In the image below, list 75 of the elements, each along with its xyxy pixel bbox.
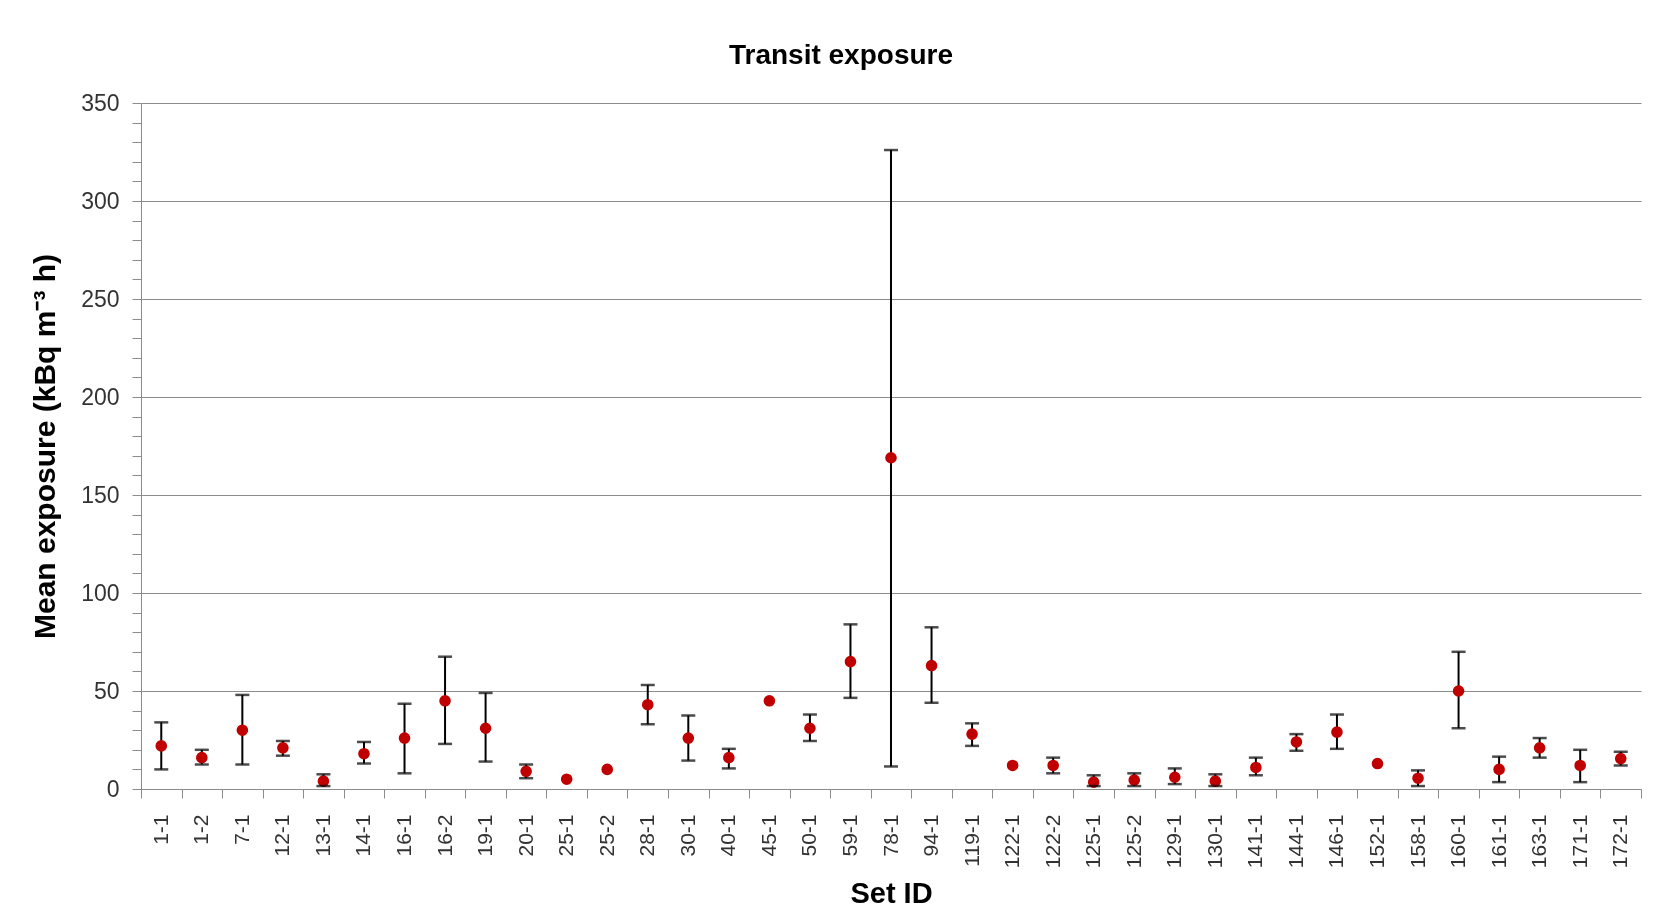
y-tick-label: 200 — [81, 383, 120, 410]
x-tick-label: 20-1 — [513, 814, 537, 857]
point — [1493, 763, 1505, 776]
x-tick-label: 158-1 — [1405, 814, 1429, 869]
point — [763, 695, 776, 707]
y-tick-label: 150 — [81, 481, 120, 508]
point — [804, 722, 816, 735]
x-tick-label: 25-2 — [594, 814, 618, 857]
x-tick-label: 129-1 — [1162, 814, 1186, 869]
x-tick-label: 59-1 — [837, 814, 861, 857]
point — [398, 732, 411, 744]
x-tick-label: 160-1 — [1446, 814, 1470, 869]
x-tick-label: 14-1 — [351, 814, 375, 857]
x-tick-label: 78-1 — [878, 814, 902, 857]
x-tick-label: 125-1 — [1081, 814, 1105, 869]
y-tick-label: 100 — [81, 579, 120, 606]
point — [844, 655, 857, 668]
point — [479, 722, 492, 735]
point — [236, 724, 249, 736]
x-tick-label: 141-1 — [1243, 814, 1267, 869]
point — [439, 695, 451, 707]
x-tick-label: 94-1 — [919, 814, 943, 857]
point — [966, 728, 978, 740]
x-tick-label: 12-1 — [270, 814, 294, 857]
point — [1452, 685, 1465, 697]
point — [885, 451, 897, 464]
x-tick-label: 25-1 — [554, 814, 578, 857]
x-tick-label: 152-1 — [1364, 814, 1388, 869]
point — [1331, 726, 1343, 738]
point — [1290, 736, 1303, 748]
point — [1006, 759, 1019, 772]
x-tick-label: 172-1 — [1608, 814, 1632, 869]
x-tick-label: 19-1 — [473, 814, 497, 857]
point — [601, 763, 614, 776]
x-tick-label: 40-1 — [716, 814, 740, 857]
x-tick-label: 125-2 — [1121, 814, 1145, 869]
point — [925, 659, 938, 672]
x-tick-label: 45-1 — [756, 814, 780, 857]
point — [682, 732, 695, 744]
point — [155, 740, 168, 752]
x-tick-label: 1-2 — [189, 814, 213, 845]
point — [641, 698, 654, 711]
y-tick-label: 250 — [81, 285, 120, 312]
point — [1250, 761, 1262, 774]
y-tick-label: 50 — [93, 677, 120, 704]
chart-title: Transit exposure — [728, 39, 954, 70]
x-tick-label: 16-1 — [392, 814, 416, 857]
x-tick-label: 13-1 — [310, 814, 334, 857]
x-axis-title: Set ID — [850, 877, 933, 910]
x-tick-label: 119-1 — [959, 814, 983, 867]
x-tick-label: 171-1 — [1567, 814, 1591, 869]
x-tick-label: 161-1 — [1486, 814, 1510, 869]
point — [1574, 759, 1586, 772]
y-tick-label: 0 — [106, 775, 120, 802]
x-tick-label: 50-1 — [797, 814, 821, 857]
point — [560, 773, 573, 785]
x-tick-label: 1-1 — [148, 814, 172, 845]
x-tick-label: 146-1 — [1324, 814, 1348, 869]
y-tick-label: 350 — [81, 89, 120, 116]
point — [723, 751, 735, 764]
x-tick-label: 122-2 — [1040, 814, 1064, 869]
x-tick-label: 144-1 — [1283, 814, 1307, 869]
point — [1371, 757, 1384, 770]
x-tick-label: 7-1 — [229, 814, 253, 845]
point — [358, 747, 370, 760]
point — [1168, 771, 1181, 784]
x-tick-label: 122-1 — [1000, 814, 1024, 869]
y-tick-label: 300 — [81, 187, 120, 214]
x-tick-label: 16-2 — [432, 814, 456, 857]
x-tick-label: 30-1 — [675, 814, 699, 857]
y-axis-title: Mean exposure (kBq m⁻³ h) — [28, 253, 62, 640]
x-tick-label: 163-1 — [1527, 814, 1551, 869]
x-tick-label: 130-1 — [1202, 814, 1226, 869]
point — [1533, 742, 1546, 754]
x-tick-label: 28-1 — [635, 814, 659, 857]
